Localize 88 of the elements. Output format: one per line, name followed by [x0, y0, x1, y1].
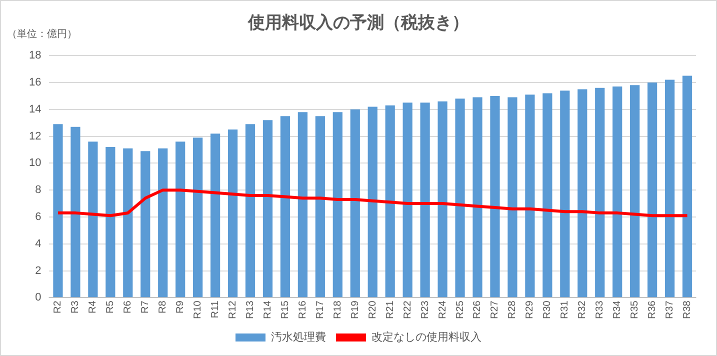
y-tick-label: 14	[28, 103, 42, 116]
bar	[490, 96, 500, 298]
legend-label: 改定なしの使用料収入	[372, 330, 482, 344]
y-tick-label: 12	[28, 130, 42, 142]
x-tick-label: R4	[88, 300, 99, 314]
y-tick-label: 18	[28, 50, 42, 62]
bar	[455, 98, 465, 298]
bar	[630, 85, 640, 298]
chart-title: 使用料収入の予測（税抜き）	[248, 13, 469, 33]
x-tick-label: R26	[472, 300, 484, 320]
x-tick-label: R12	[228, 300, 239, 320]
y-tick-label: 0	[35, 292, 42, 304]
x-tick-label: R10	[192, 300, 204, 320]
x-tick-label: R30	[542, 300, 554, 320]
x-tick-label: R14	[262, 300, 274, 320]
x-tick-label: R35	[630, 300, 641, 320]
x-tick-label: R15	[280, 300, 291, 320]
bar	[193, 138, 203, 298]
x-tick-label: R36	[647, 300, 658, 320]
x-tick-label: R29	[524, 300, 536, 320]
x-tick-label: R3	[70, 300, 82, 314]
bar	[682, 76, 692, 298]
bar	[106, 147, 116, 298]
x-tick-label: R33	[594, 300, 606, 320]
x-tick-label: R18	[332, 300, 344, 320]
bar	[245, 124, 256, 298]
bar	[438, 101, 448, 298]
bar	[210, 134, 220, 298]
x-tick-label: R22	[402, 300, 414, 320]
y-tick-label: 16	[28, 76, 42, 89]
x-tick-label: R34	[612, 300, 624, 320]
bar	[350, 109, 360, 298]
x-tick-label: R23	[420, 300, 431, 320]
bar	[53, 124, 63, 298]
x-tick-label: R11	[210, 300, 222, 318]
x-tick-label: R6	[122, 300, 134, 314]
bar	[368, 106, 378, 298]
bar	[385, 105, 395, 298]
y-tick-label: 2	[35, 264, 42, 277]
bar	[472, 97, 482, 298]
x-tick-label: R19	[350, 300, 361, 320]
bar	[560, 90, 570, 298]
x-tick-label: R5	[105, 300, 116, 314]
bar	[612, 86, 622, 298]
x-tick-label: R17	[314, 300, 326, 320]
bar	[315, 116, 325, 298]
bar	[542, 93, 552, 298]
legend-label: 汚水処理費	[271, 330, 326, 344]
bar	[140, 151, 150, 298]
y-tick-label: 4	[35, 238, 42, 250]
x-tick-label: R13	[245, 300, 256, 320]
x-tick-label: R28	[507, 300, 518, 320]
bar	[508, 97, 518, 298]
bar	[123, 148, 133, 298]
bar	[176, 142, 186, 298]
bar	[280, 116, 290, 298]
y-tick-label: 10	[28, 157, 42, 170]
bar	[332, 112, 342, 298]
x-tick-label: R21	[384, 300, 396, 320]
bar	[664, 80, 675, 298]
bar	[70, 126, 80, 298]
x-tick-label: R32	[577, 300, 588, 320]
bar	[578, 89, 588, 298]
x-tick-label: R37	[664, 300, 676, 320]
y-tick-label: 6	[35, 211, 42, 223]
bar	[525, 94, 535, 298]
bar	[88, 142, 98, 298]
x-tick-label: R2	[52, 300, 64, 314]
bar	[228, 130, 238, 298]
x-tick-label: R38	[682, 300, 694, 320]
x-tick-label: R8	[158, 300, 169, 314]
x-tick-label: R31	[560, 300, 571, 320]
bar	[647, 82, 658, 298]
bar	[402, 102, 412, 298]
y-tick-label: 8	[35, 184, 42, 196]
bar	[262, 120, 273, 298]
bar	[158, 148, 168, 298]
x-tick-label: R25	[454, 300, 466, 320]
x-tick-label: R27	[490, 300, 501, 320]
x-tick-label: R16	[297, 300, 308, 320]
bar	[595, 88, 605, 298]
x-tick-label: R24	[437, 300, 448, 320]
bar	[298, 112, 308, 298]
y-axis-title: （単位：億円）	[7, 28, 77, 41]
x-tick-label: R20	[367, 300, 378, 320]
bar	[420, 102, 430, 298]
x-tick-label: R9	[175, 300, 186, 314]
x-tick-label: R7	[140, 300, 152, 314]
